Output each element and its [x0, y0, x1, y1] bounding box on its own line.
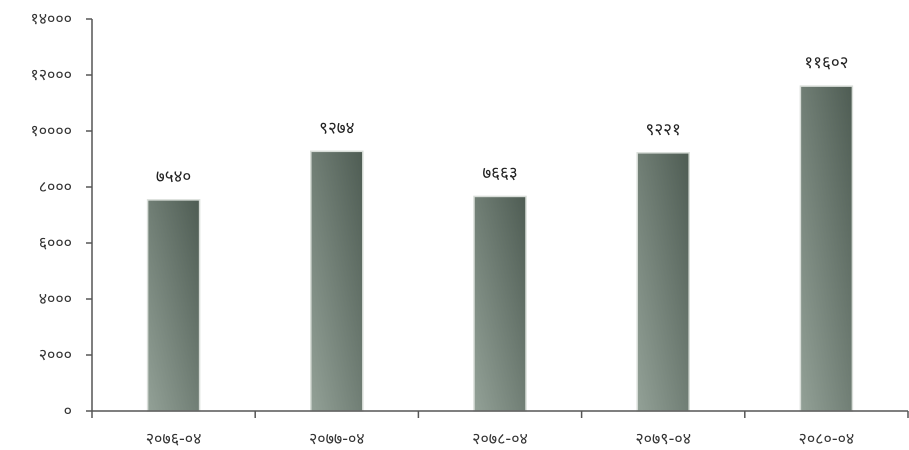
bars [146, 85, 854, 412]
bar [146, 199, 201, 412]
y-tick-label: ८००० [39, 177, 72, 196]
x-tick-label: २०७९-०४ [635, 429, 691, 448]
y-tick-label: २००० [39, 345, 72, 364]
y-tick-label: १४००० [30, 9, 72, 28]
data-label: ९२२१ [646, 120, 681, 140]
bar [636, 152, 690, 412]
axes [86, 18, 909, 418]
labels: ७५४० २०७६-०४ ९२७४ २०७७-०४ ७६६३ २०७८-०४ ९२२१ २०७… [30, 9, 854, 448]
x-tick-label: २०७८-०४ [472, 429, 528, 448]
bar [310, 150, 364, 412]
y-tick-label: १०००० [30, 121, 72, 140]
y-tick-label: ६००० [39, 233, 72, 252]
y-tick-label: १२००० [30, 65, 72, 84]
x-tick-label: २०७६-०४ [146, 429, 202, 448]
y-tick-label: ४००० [39, 289, 72, 308]
data-label: ११६०२ [804, 53, 848, 73]
y-tick-label: ० [64, 401, 72, 420]
data-label: ९२७४ [319, 118, 354, 138]
x-tick-label: २०७७-०४ [309, 429, 365, 448]
bar [799, 85, 854, 412]
bar [473, 195, 527, 412]
data-label: ७५४० [156, 167, 191, 187]
x-tick-label: २०८०-०४ [799, 429, 855, 448]
data-label: ७६६३ [482, 163, 517, 183]
